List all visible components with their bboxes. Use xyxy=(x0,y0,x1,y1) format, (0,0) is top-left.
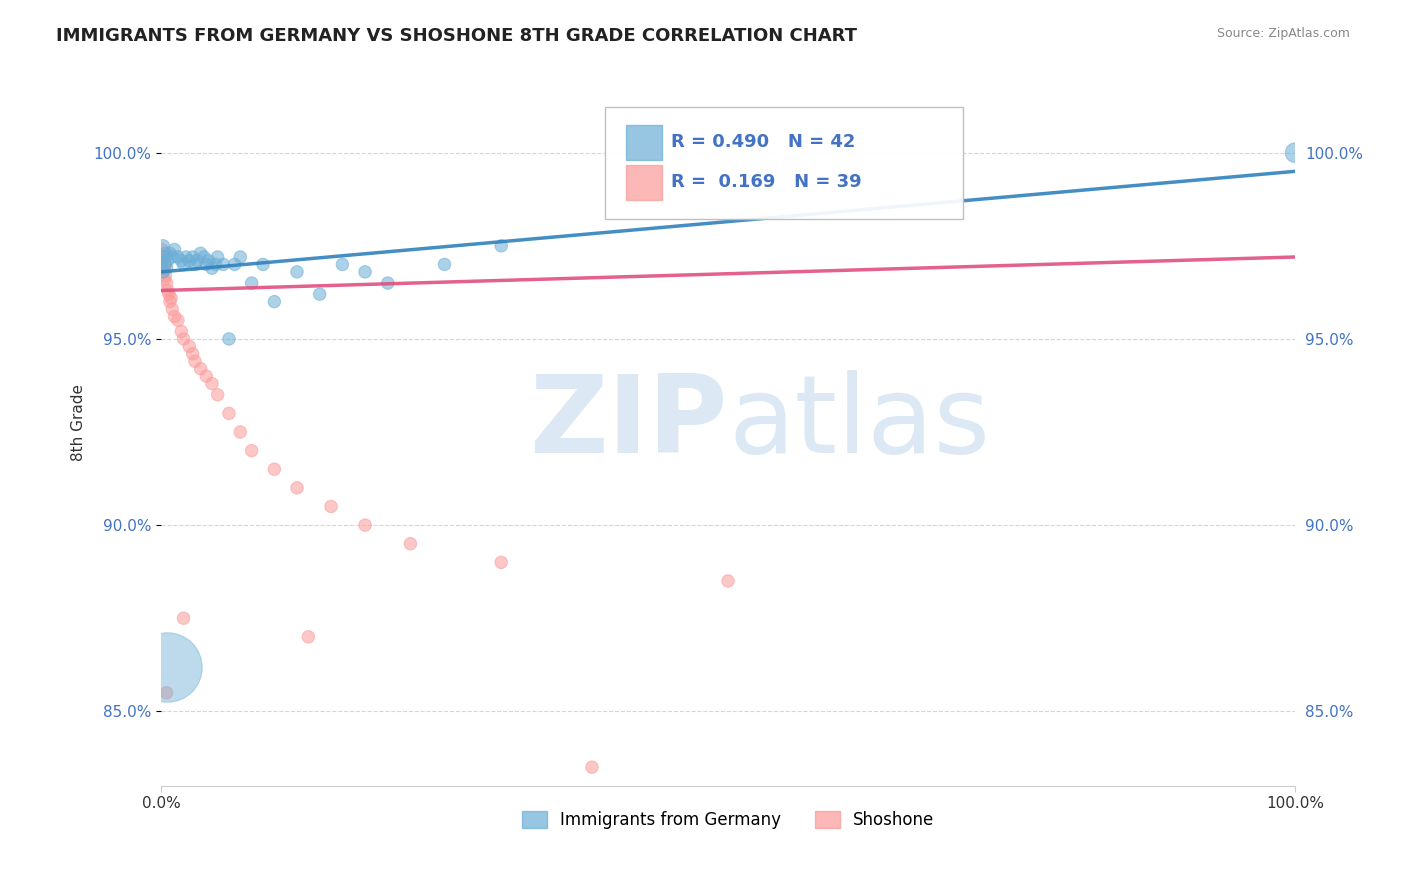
Point xyxy=(152,239,174,253)
Point xyxy=(224,257,246,271)
Point xyxy=(150,243,173,257)
Point xyxy=(155,659,177,673)
Point xyxy=(204,257,226,271)
Point xyxy=(167,313,190,327)
Point xyxy=(152,250,174,264)
Point xyxy=(155,276,177,290)
Point xyxy=(153,257,176,271)
Text: atlas: atlas xyxy=(728,369,990,475)
Point xyxy=(179,253,201,268)
Point xyxy=(156,253,179,268)
Point xyxy=(174,250,197,264)
Point xyxy=(170,325,193,339)
Point xyxy=(195,369,218,384)
Point xyxy=(285,265,308,279)
Point xyxy=(162,302,184,317)
Point xyxy=(207,388,229,402)
Point xyxy=(153,261,176,276)
Point xyxy=(263,462,285,476)
Point xyxy=(163,310,186,324)
Point xyxy=(229,250,252,264)
Point xyxy=(297,630,319,644)
Point xyxy=(184,257,207,271)
Point xyxy=(150,253,173,268)
Point xyxy=(152,265,174,279)
Point xyxy=(212,257,235,271)
Point xyxy=(167,250,190,264)
Point xyxy=(160,291,183,305)
Point xyxy=(190,246,212,260)
Text: Source: ZipAtlas.com: Source: ZipAtlas.com xyxy=(1216,27,1350,40)
Point xyxy=(433,257,456,271)
Point xyxy=(150,253,173,268)
Point xyxy=(157,287,180,301)
Point xyxy=(218,406,240,420)
Point xyxy=(152,265,174,279)
Point xyxy=(218,332,240,346)
Point xyxy=(181,250,204,264)
Point xyxy=(207,250,229,264)
Point xyxy=(179,339,201,353)
Point xyxy=(201,376,224,391)
Y-axis label: 8th Grade: 8th Grade xyxy=(72,384,86,461)
Point xyxy=(173,332,195,346)
Point xyxy=(155,257,177,271)
Point xyxy=(153,250,176,264)
Point xyxy=(399,537,422,551)
Text: IMMIGRANTS FROM GERMANY VS SHOSHONE 8TH GRADE CORRELATION CHART: IMMIGRANTS FROM GERMANY VS SHOSHONE 8TH … xyxy=(56,27,858,45)
Point xyxy=(354,518,377,533)
Point xyxy=(186,253,208,268)
Point xyxy=(581,760,603,774)
Point xyxy=(159,246,181,260)
Point xyxy=(155,261,177,276)
Text: R =  0.169   N = 39: R = 0.169 N = 39 xyxy=(671,173,862,191)
Point xyxy=(159,294,181,309)
Point xyxy=(377,276,399,290)
Text: R = 0.490   N = 42: R = 0.490 N = 42 xyxy=(671,133,855,151)
Point xyxy=(153,272,176,286)
Point xyxy=(319,500,342,514)
Point xyxy=(252,257,274,271)
Point xyxy=(717,574,740,588)
Point xyxy=(197,253,219,268)
Point xyxy=(201,261,224,276)
Point xyxy=(190,361,212,376)
Point xyxy=(332,257,354,271)
Point xyxy=(181,347,204,361)
Point xyxy=(308,287,330,301)
Point xyxy=(155,246,177,260)
Text: ZIP: ZIP xyxy=(530,369,728,475)
Point xyxy=(489,555,512,569)
Point xyxy=(173,257,195,271)
Legend: Immigrants from Germany, Shoshone: Immigrants from Germany, Shoshone xyxy=(515,804,941,836)
Point xyxy=(156,284,179,298)
Point xyxy=(195,257,218,271)
Point xyxy=(229,425,252,439)
Point xyxy=(489,239,512,253)
Point xyxy=(170,253,193,268)
Point xyxy=(184,354,207,368)
Point xyxy=(155,268,177,283)
Point xyxy=(193,250,215,264)
Point xyxy=(1284,145,1306,160)
Point xyxy=(240,443,263,458)
Point xyxy=(163,243,186,257)
Point xyxy=(173,611,195,625)
Point xyxy=(263,294,285,309)
Point xyxy=(285,481,308,495)
Point xyxy=(162,250,184,264)
Point xyxy=(155,686,177,700)
Point xyxy=(354,265,377,279)
Point xyxy=(240,276,263,290)
